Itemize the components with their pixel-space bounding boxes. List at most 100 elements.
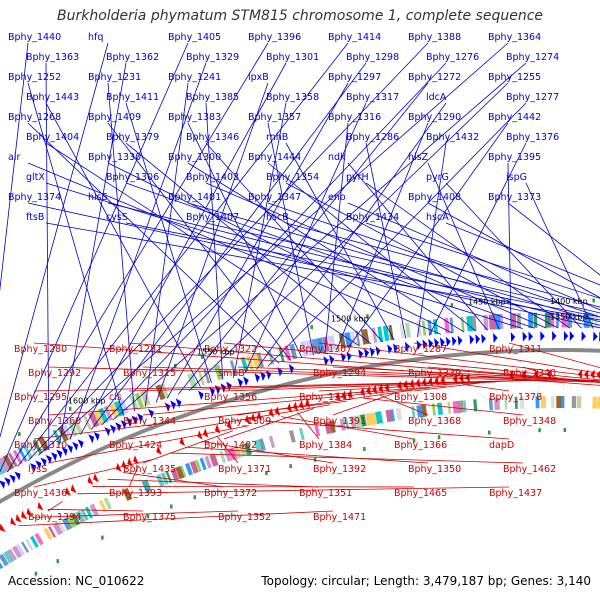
reverse-gene-arrow — [70, 484, 77, 494]
forward-gene-label: lpxB — [248, 72, 269, 83]
feature-block — [240, 356, 249, 373]
feature-block — [66, 515, 77, 529]
forward-label-connector — [187, 162, 465, 333]
forward-gene-arrow — [220, 383, 227, 393]
forward-gene-arrow — [148, 408, 154, 419]
forward-gene-arrow — [115, 422, 122, 432]
feature-block — [377, 326, 384, 342]
forward-label-connector — [58, 62, 127, 445]
feature-block — [344, 331, 353, 348]
forward-label-connector — [107, 82, 135, 412]
feature-block — [514, 396, 518, 409]
forward-gene-arrow — [104, 427, 111, 437]
forward-gene-label: Bphy_1401 — [168, 192, 221, 203]
forward-gene-label: Bphy_1442 — [488, 112, 541, 123]
forward-label-connector — [324, 122, 349, 353]
reverse-label-connector — [47, 385, 447, 416]
forward-gene-label: Bphy_1252 — [8, 72, 61, 83]
forward-gene-arrow — [323, 356, 329, 366]
forward-gene-label: Bphy_1364 — [488, 32, 541, 43]
reverse-gene-arrow — [226, 420, 233, 430]
forward-label-connector — [45, 142, 360, 347]
forward-gene-arrow — [375, 346, 381, 357]
reverse-label-connector — [237, 366, 600, 382]
feature-block — [61, 517, 73, 531]
reverse-gene-arrow — [452, 373, 458, 384]
forward-gene-label: Bphy_1374 — [8, 192, 61, 203]
forward-label-connector — [347, 162, 488, 331]
forward-label-connector — [256, 102, 447, 370]
reverse-gene-arrow — [121, 460, 128, 470]
forward-label-connector — [125, 102, 212, 384]
reverse-label-connector — [142, 366, 600, 382]
reverse-gene-label: Bphy_1360 — [28, 416, 81, 427]
feature-block — [436, 402, 443, 416]
reverse-gene-label: Bphy_1309 — [218, 416, 271, 427]
feature-block — [375, 411, 384, 424]
forward-gene-label: Bphy_1408 — [408, 192, 461, 203]
feature-block — [204, 455, 212, 469]
forward-gene-label: hscB — [266, 212, 289, 223]
forward-label-connector — [267, 102, 527, 367]
feature-block — [432, 319, 439, 335]
feature-block — [160, 383, 170, 399]
forward-label-connector — [17, 42, 349, 467]
reverse-gene-label: Bphy_1351 — [299, 488, 352, 499]
feature-block — [571, 396, 577, 409]
feature-block — [20, 541, 30, 554]
feature-block — [11, 545, 23, 559]
forward-gene-arrow — [346, 351, 352, 362]
forward-gene-label: Bphy_1395 — [488, 152, 541, 163]
forward-gene-label: Bphy_1385 — [186, 92, 239, 103]
reverse-gene-arrow — [37, 501, 44, 511]
feature-block — [405, 322, 411, 338]
feature-block — [0, 456, 11, 473]
reverse-label-connector — [128, 342, 600, 384]
feature-block — [540, 396, 547, 409]
reverse-label-connector — [47, 508, 144, 512]
reverse-gene-label: lysS — [28, 464, 47, 475]
forward-gene-arrow — [510, 332, 516, 343]
reverse-gene-label: Bphy_1322 — [204, 344, 257, 355]
reverse-label-connector — [332, 392, 397, 416]
forward-gene-arrow — [226, 381, 232, 392]
feature-block — [22, 444, 34, 460]
forward-gene-label: Bphy_1383 — [168, 112, 221, 123]
feature-block — [251, 353, 262, 370]
feature-block — [473, 399, 478, 412]
rna-mark — [56, 559, 60, 564]
forward-gene-label: Bphy_1301 — [266, 52, 319, 63]
reverse-gene-label: Bphy_1348 — [503, 416, 556, 427]
reverse-gene-label: Bphy_1436 — [14, 488, 67, 499]
reverse-label-connector — [77, 486, 510, 495]
reverse-gene-arrow — [596, 370, 600, 380]
feature-block — [592, 396, 598, 409]
reverse-gene-arrow — [347, 389, 353, 400]
forward-gene-arrow — [457, 335, 463, 346]
forward-gene-arrow — [164, 402, 171, 412]
forward-gene-arrow — [563, 331, 569, 342]
forward-label-connector — [267, 122, 314, 356]
forward-label-connector — [347, 202, 600, 311]
reverse-gene-label: Bphy_1372 — [204, 488, 257, 499]
reverse-gene-label: Bphy_1287 — [394, 344, 447, 355]
forward-gene-arrow — [14, 471, 21, 481]
forward-gene-arrow — [126, 417, 133, 427]
forward-label-connector — [507, 202, 600, 276]
reverse-label-connector — [169, 452, 524, 464]
rna-mark — [563, 428, 567, 433]
feature-block — [175, 466, 185, 480]
reverse-gene-arrow — [584, 369, 589, 380]
forward-gene-label: Bphy_1298 — [346, 52, 399, 63]
tick-label: 1350 kbp — [550, 313, 588, 322]
rna-mark — [366, 314, 369, 319]
reverse-gene-arrow — [244, 414, 251, 425]
reverse-gene-label: Bphy_1375 — [123, 512, 176, 523]
forward-gene-arrow — [198, 390, 204, 401]
feature-block — [12, 449, 23, 465]
reverse-gene-label: Bphy_1307 — [299, 344, 352, 355]
reverse-label-connector — [223, 342, 600, 381]
reverse-gene-label: Bphy_1402 — [204, 440, 257, 451]
forward-label-connector — [0, 42, 29, 292]
forward-gene-label: hisS — [88, 192, 108, 203]
